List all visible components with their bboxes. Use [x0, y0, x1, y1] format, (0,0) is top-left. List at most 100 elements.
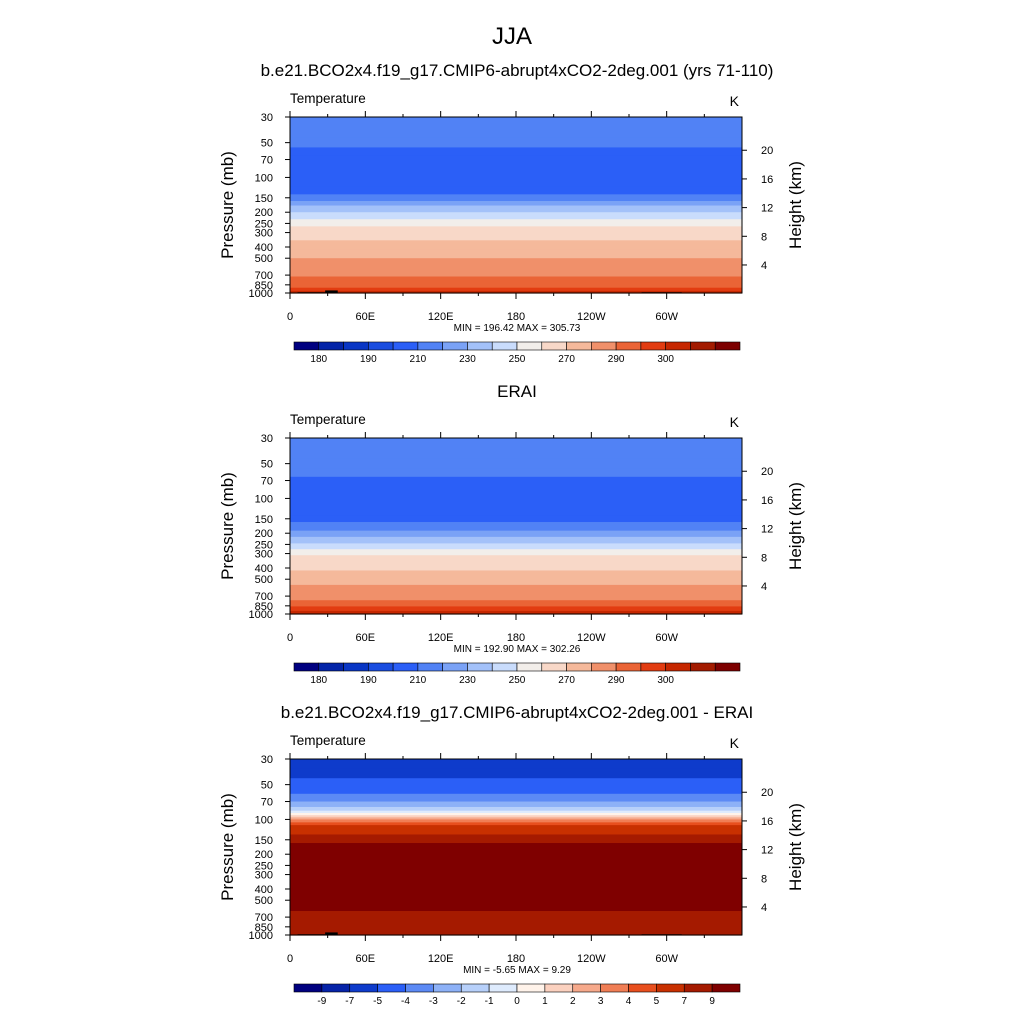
height-tick-label: 4 — [761, 581, 767, 593]
height-tick-label: 8 — [761, 552, 767, 564]
y-tick-label: 400 — [255, 242, 273, 254]
contour-band — [290, 536, 742, 545]
contour-band — [290, 606, 742, 612]
colorbar-swatch — [615, 341, 642, 351]
contour-band — [290, 186, 742, 195]
colorbar-swatch — [541, 662, 567, 672]
colorbar-label: -1 — [485, 996, 494, 1007]
colorbar-swatch — [405, 983, 434, 993]
colorbar-swatch — [566, 341, 592, 351]
y-tick-label: 150 — [255, 514, 273, 526]
colorbar-swatch — [516, 662, 543, 672]
colorbar-label: 4 — [626, 996, 632, 1007]
y-tick-label: 250 — [255, 218, 273, 230]
y-tick-label: 100 — [255, 172, 273, 184]
colorbar-label: -2 — [457, 996, 466, 1007]
colorbar-swatch — [572, 983, 601, 993]
colorbar-label: 1 — [542, 996, 548, 1007]
contour-bands — [290, 117, 742, 294]
contour-band — [290, 600, 742, 608]
x-tick-label: 120W — [577, 311, 606, 323]
contour-band — [290, 911, 742, 936]
height-tick-label: 12 — [761, 203, 773, 215]
contour-band — [290, 543, 742, 550]
y-tick-label: 1000 — [249, 288, 273, 300]
colorbar: 180 190 210 230 250 270 290 300 — [293, 662, 741, 686]
y-tick-label: 400 — [255, 884, 273, 896]
colorbar-swatch — [368, 341, 394, 351]
contour-band — [290, 549, 742, 556]
height-tick-label: 4 — [761, 902, 767, 914]
x-tick-label: 60E — [356, 953, 376, 965]
contour-band — [290, 258, 742, 268]
y-axis-title-right: Height (km) — [786, 161, 805, 249]
y-tick-label: 30 — [261, 433, 273, 445]
colorbar-swatch — [293, 983, 323, 993]
y-tick-label: 400 — [255, 563, 273, 575]
colorbar-swatch — [714, 662, 741, 672]
contour-band — [290, 610, 742, 615]
contour-band — [290, 810, 742, 814]
contour-band — [290, 801, 742, 808]
colorbar-swatch — [656, 983, 685, 993]
contour-band — [290, 584, 742, 593]
x-tick-label: 60W — [655, 953, 678, 965]
y-tick-label: 150 — [255, 835, 273, 847]
y-tick-label: 200 — [255, 207, 273, 219]
contour-band — [290, 137, 742, 149]
colorbar-label: 250 — [509, 354, 526, 365]
contour-band — [290, 267, 742, 278]
contour-band — [290, 522, 742, 532]
colorbar-swatch — [640, 341, 666, 351]
contour-band — [290, 162, 742, 188]
colorbar-swatch — [640, 662, 666, 672]
height-tick-label: 20 — [761, 466, 773, 478]
colorbar-label: 210 — [410, 354, 427, 365]
contour-band — [290, 817, 742, 821]
contour-band — [290, 768, 742, 779]
min-max-label: MIN = -5.65 MAX = 9.29 — [463, 965, 571, 976]
y-tick-label: 250 — [255, 539, 273, 551]
y-tick-label: 70 — [261, 155, 273, 167]
height-tick-label: 16 — [761, 174, 773, 186]
land-mask — [325, 932, 338, 935]
contour-band — [290, 219, 742, 227]
panel-title: ERAI — [497, 382, 537, 401]
contour-band — [290, 283, 742, 289]
chart-panel-3: b.e21.BCO2x4.f19_g17.CMIP6-abrupt4xCO2-2… — [218, 703, 805, 1007]
x-tick-label: 0 — [287, 632, 293, 644]
figure-title: JJA — [492, 23, 532, 50]
colorbar-label: 270 — [558, 354, 575, 365]
colorbar-swatch — [591, 341, 617, 351]
colorbar-label: 190 — [360, 354, 377, 365]
colorbar-swatch — [343, 662, 369, 672]
contour-band — [290, 822, 742, 826]
colorbar-swatch — [690, 341, 716, 351]
colorbar: 180 190 210 230 250 270 290 300 — [293, 341, 741, 365]
contour-band — [290, 815, 742, 818]
contour-band — [290, 201, 742, 207]
panel-title: b.e21.BCO2x4.f19_g17.CMIP6-abrupt4xCO2-2… — [281, 703, 754, 722]
contour-band — [290, 249, 742, 259]
height-tick-label: 12 — [761, 845, 773, 857]
min-max-label: MIN = 196.42 MAX = 305.73 — [454, 323, 581, 334]
colorbar-label: 2 — [570, 996, 576, 1007]
y-axis-title-right: Height (km) — [786, 803, 805, 891]
x-tick-label: 120E — [428, 632, 454, 644]
contour-band — [290, 555, 742, 564]
contour-band — [290, 793, 742, 803]
colorbar-swatch — [690, 662, 716, 672]
colorbar-label: -4 — [401, 996, 410, 1007]
variable-label: Temperature — [290, 733, 366, 748]
colorbar-swatch — [591, 662, 617, 672]
colorbar-label: 190 — [360, 675, 377, 686]
colorbar-swatch — [392, 662, 419, 672]
colorbar-swatch — [711, 983, 741, 993]
colorbar-swatch — [491, 341, 518, 351]
variable-label: Temperature — [290, 91, 366, 106]
colorbar-swatch — [628, 983, 657, 993]
colorbar-swatch — [467, 341, 493, 351]
colorbar-swatch — [683, 983, 713, 993]
colorbar-label: -3 — [429, 996, 438, 1007]
contour-band — [290, 232, 742, 241]
